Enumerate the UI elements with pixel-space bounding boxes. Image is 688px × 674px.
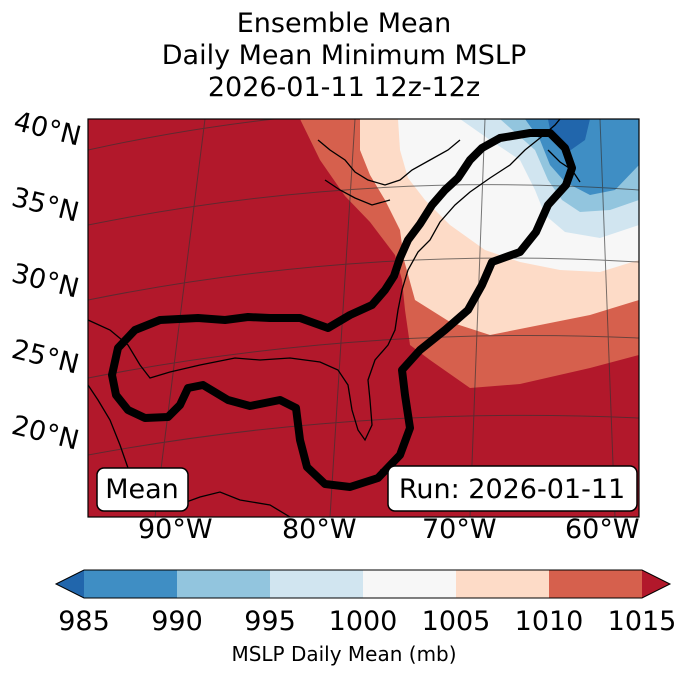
colorbar-segment-995	[270, 570, 363, 598]
colorbar-segment-1005	[456, 570, 549, 598]
colorbar-extend-low	[56, 570, 84, 598]
colorbar-tick-995: 995	[244, 606, 296, 637]
colorbar-tick-1010: 1010	[514, 606, 584, 637]
outline-region	[108, 129, 576, 491]
colorbar-title: MSLP Daily Mean (mb)	[231, 642, 457, 666]
colorbar-extend-high	[642, 570, 670, 598]
run-box	[387, 465, 638, 512]
colorbar-tick-990: 990	[151, 606, 203, 637]
colorbar-tick-1005: 1005	[421, 606, 491, 637]
mean-label: Mean	[105, 474, 179, 505]
lon-label-70w: 70°W	[422, 514, 497, 545]
colorbar-segment-985	[84, 570, 177, 598]
title-line-1: Ensemble Mean	[236, 8, 452, 39]
lon-label-60w: 60°W	[565, 514, 640, 545]
colorbar-border	[54, 569, 672, 599]
colorbar-tick-1000: 1000	[328, 606, 398, 637]
map-frame	[87, 118, 640, 518]
colorbar-segment-990	[177, 570, 270, 598]
colorbar-tick-1015: 1015	[607, 606, 677, 637]
run-label: Run: 2026-01-11	[399, 474, 625, 505]
colorbar	[54, 569, 672, 599]
colorbar-segment-1000	[363, 570, 456, 598]
lon-label-90w: 90°W	[138, 514, 213, 545]
mean-box	[96, 467, 189, 512]
map-area	[88, 119, 639, 517]
lon-label-80w: 80°W	[282, 514, 357, 545]
colorbar-segment-1010	[549, 570, 642, 598]
colorbar-tick-985: 985	[58, 606, 110, 637]
title-line-2: Daily Mean Minimum MSLP	[161, 40, 527, 71]
title-line-3: 2026-01-11 12z-12z	[207, 72, 481, 103]
coastlines	[88, 119, 581, 517]
